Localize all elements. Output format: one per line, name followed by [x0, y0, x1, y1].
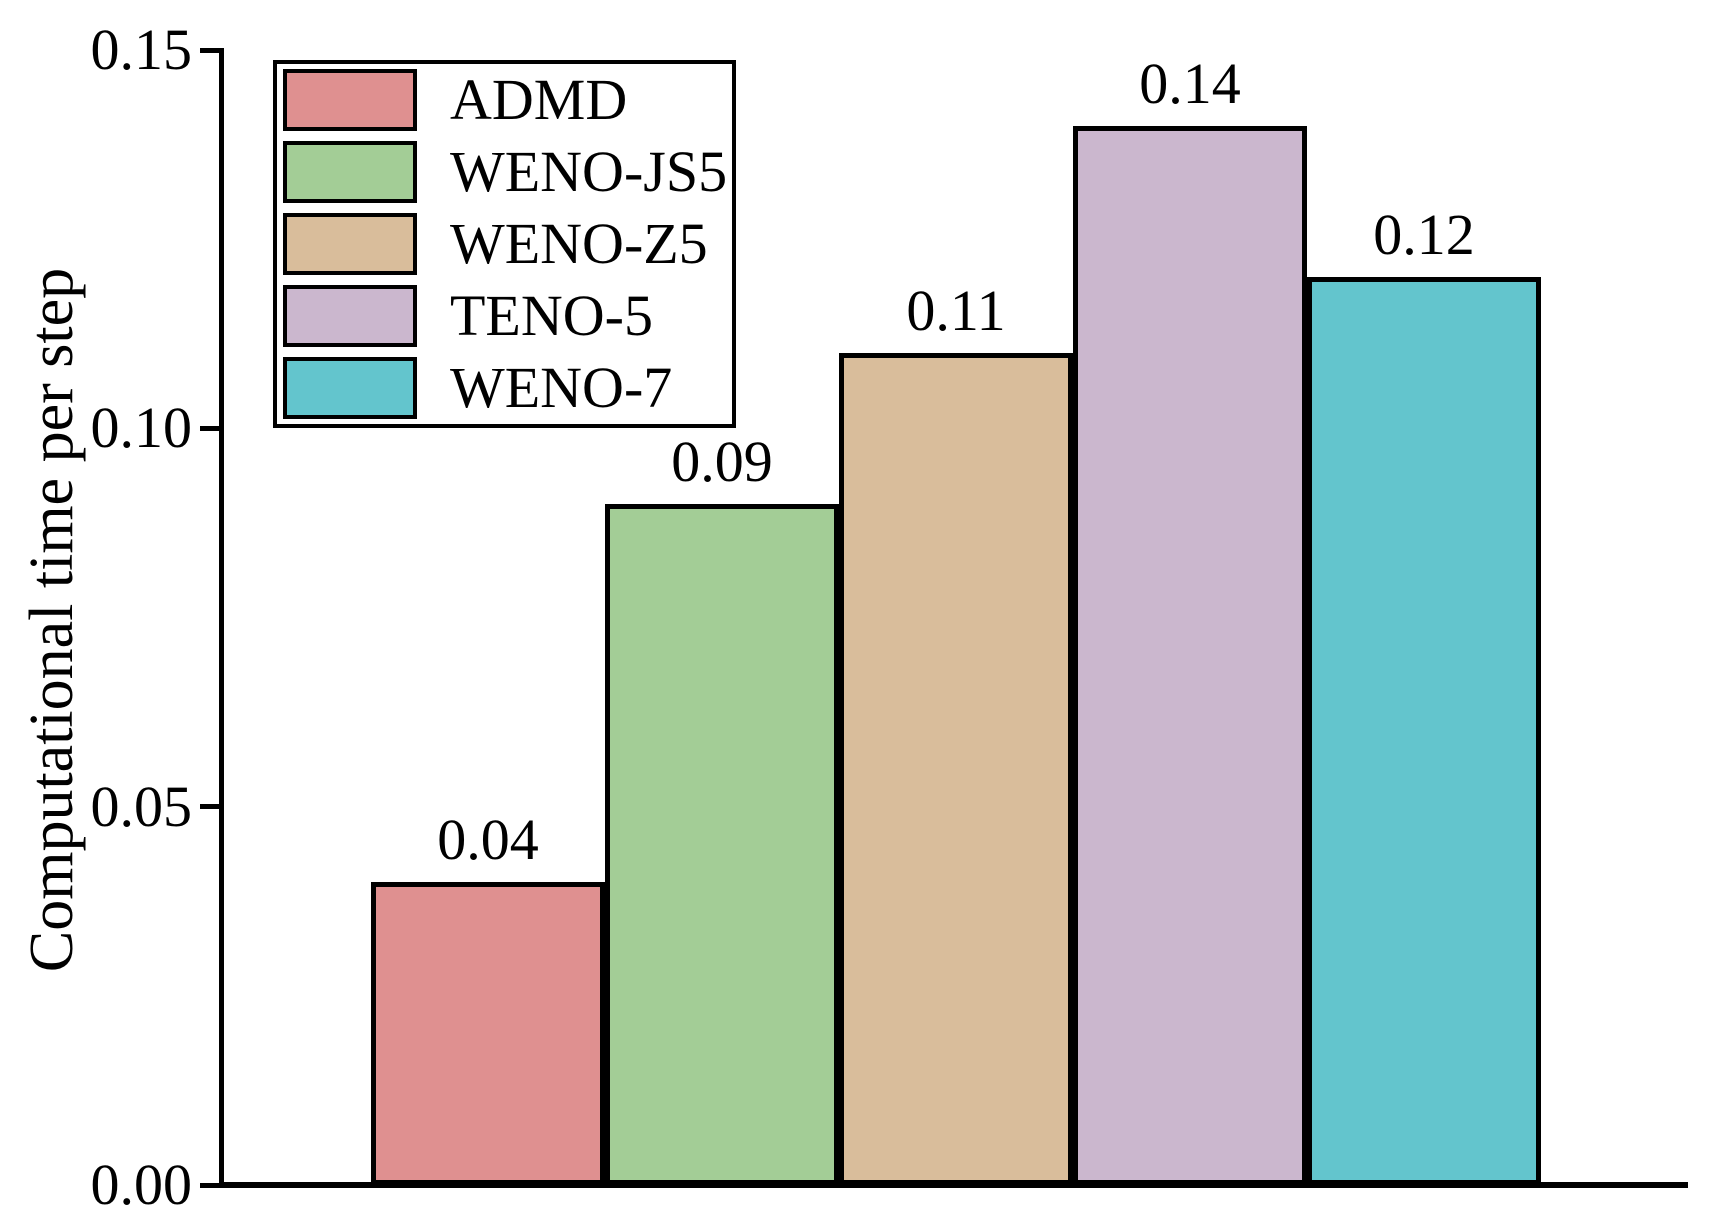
bar-weno-js5 [605, 504, 839, 1185]
legend-row-weno-js5: WENO-JS5 [277, 141, 732, 203]
bar-weno-z5 [839, 352, 1073, 1185]
legend-label-weno-js5: WENO-JS5 [450, 139, 728, 204]
legend-swatch-weno-js5 [283, 141, 417, 203]
y-axis-title: Computational time per step [18, 267, 86, 973]
legend-row-teno-5: TENO-5 [277, 285, 732, 347]
bar-teno-5 [1073, 125, 1307, 1185]
legend: ADMD WENO-JS5 WENO-Z5 TENO-5 WENO-7 [273, 60, 736, 428]
y-tick-mark-0-00 [200, 1182, 224, 1188]
legend-row-admd: ADMD [277, 69, 732, 131]
bar-value-label-weno-7: 0.12 [1373, 202, 1475, 267]
legend-swatch-weno-z5 [283, 213, 417, 275]
bar-admd [371, 882, 605, 1185]
y-tick-mark-0-15 [200, 47, 224, 53]
legend-swatch-teno-5 [283, 285, 417, 347]
y-axis-spine [219, 48, 224, 1188]
legend-row-weno-7: WENO-7 [277, 357, 732, 419]
legend-label-weno-z5: WENO-Z5 [450, 211, 708, 276]
legend-label-weno-7: WENO-7 [450, 355, 673, 420]
legend-swatch-admd [283, 69, 417, 131]
bar-value-label-weno-z5: 0.11 [906, 277, 1006, 343]
x-axis-spine [219, 1182, 1688, 1188]
bar-value-label-admd: 0.04 [437, 807, 539, 873]
legend-label-admd: ADMD [450, 67, 628, 132]
y-tick-label-0-15: 0.15 [90, 17, 193, 82]
bar-weno-7 [1307, 277, 1541, 1185]
y-tick-label-0-05: 0.05 [90, 773, 193, 839]
bar-value-label-teno-5: 0.14 [1139, 50, 1241, 116]
legend-label-teno-5: TENO-5 [450, 283, 653, 348]
legend-row-weno-z5: WENO-Z5 [277, 213, 732, 275]
y-tick-mark-0-05 [200, 804, 224, 810]
bar-value-label-weno-js5: 0.09 [671, 429, 773, 494]
legend-swatch-weno-7 [283, 357, 417, 419]
y-tick-label-0-00: 0.00 [90, 1152, 193, 1217]
y-tick-mark-0-10 [200, 425, 224, 431]
y-tick-label-0-10: 0.10 [90, 395, 193, 461]
